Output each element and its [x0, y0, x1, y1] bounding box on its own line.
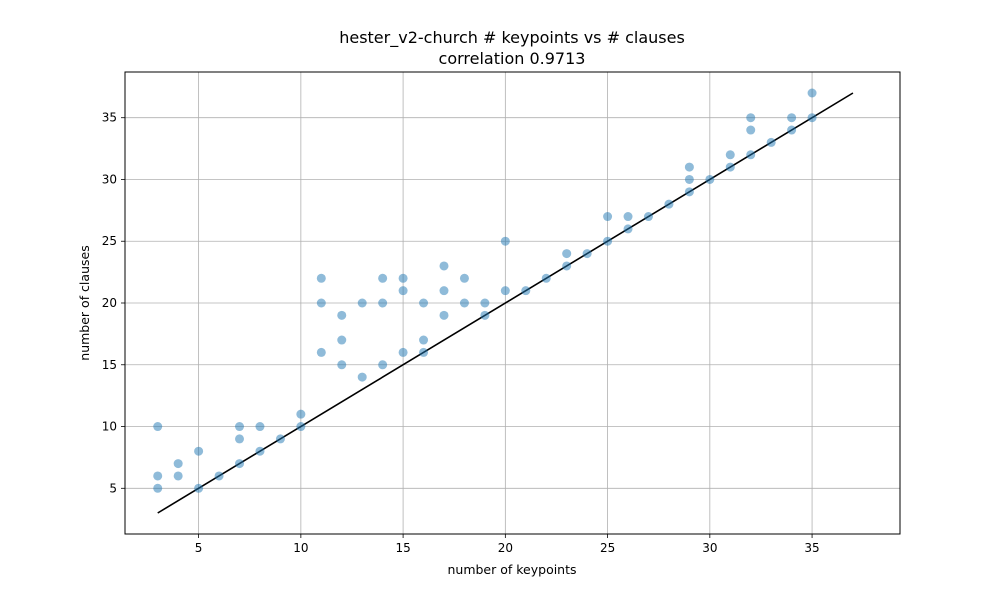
data-point: [807, 88, 817, 98]
data-point: [562, 249, 572, 259]
grid: [125, 72, 900, 534]
data-point: [419, 335, 429, 345]
data-point: [316, 347, 326, 357]
data-point: [235, 459, 245, 469]
data-point: [725, 150, 735, 160]
y-tick-label: 5: [109, 481, 117, 495]
fit-line-layer: [157, 92, 854, 514]
chart-title: hester_v2-church # keypoints vs # clause…: [339, 28, 685, 48]
data-point: [807, 113, 817, 123]
data-point: [275, 434, 285, 444]
data-point: [316, 273, 326, 283]
data-point: [337, 310, 347, 320]
axis-ticks: 5 10 15 20 25 30 35 5 10 15 20 25 30 35: [102, 111, 820, 555]
data-point: [378, 298, 388, 308]
data-point: [787, 125, 797, 135]
data-point: [439, 310, 449, 320]
x-tick-label: 10: [293, 541, 308, 555]
data-point: [725, 162, 735, 172]
y-axis-label: number of clauses: [77, 245, 92, 360]
y-tick-label: 25: [102, 234, 117, 248]
data-point: [541, 273, 551, 283]
y-tick-label: 15: [102, 358, 117, 372]
data-point: [255, 446, 265, 456]
data-point: [214, 471, 224, 481]
data-point: [398, 273, 408, 283]
data-point: [684, 174, 694, 184]
data-point: [480, 298, 490, 308]
data-point: [296, 422, 306, 432]
data-point: [684, 162, 694, 172]
data-point: [459, 298, 469, 308]
data-point: [766, 137, 776, 147]
data-point: [419, 298, 429, 308]
data-point: [746, 113, 756, 123]
fit-line: [157, 92, 854, 514]
data-point: [173, 471, 183, 481]
data-point: [153, 471, 163, 481]
data-point: [623, 224, 633, 234]
data-point: [194, 483, 204, 493]
x-tick-label: 15: [395, 541, 410, 555]
y-tick-label: 10: [102, 420, 117, 434]
data-point: [521, 286, 531, 296]
y-tick-label: 35: [102, 111, 117, 125]
data-point: [378, 360, 388, 370]
data-point: [255, 422, 265, 432]
data-point: [316, 298, 326, 308]
data-point: [603, 212, 613, 222]
data-point: [664, 199, 674, 209]
data-point: [357, 372, 367, 382]
x-tick-label: 20: [498, 541, 513, 555]
data-point: [562, 261, 572, 271]
data-point: [623, 212, 633, 222]
data-point: [337, 360, 347, 370]
data-point: [398, 286, 408, 296]
data-point: [357, 298, 367, 308]
data-point: [500, 236, 510, 246]
data-point: [684, 187, 694, 197]
data-point: [459, 273, 469, 283]
data-point: [235, 434, 245, 444]
data-point: [582, 249, 592, 259]
x-axis-label: number of keypoints: [447, 562, 576, 577]
data-point: [378, 273, 388, 283]
data-point: [235, 422, 245, 432]
x-tick-label: 5: [195, 541, 203, 555]
x-tick-label: 30: [702, 541, 717, 555]
data-point: [500, 286, 510, 296]
chart-subtitle: correlation 0.9713: [439, 49, 586, 68]
data-point: [439, 261, 449, 271]
data-point: [746, 150, 756, 160]
data-point: [603, 236, 613, 246]
data-point: [398, 347, 408, 357]
data-point: [153, 422, 163, 432]
data-point: [787, 113, 797, 123]
x-tick-label: 25: [600, 541, 615, 555]
data-point: [153, 483, 163, 493]
data-point: [705, 174, 715, 184]
data-points: [153, 88, 817, 493]
data-point: [746, 125, 756, 135]
data-point: [296, 409, 306, 419]
data-point: [643, 212, 653, 222]
x-tick-label: 35: [804, 541, 819, 555]
data-point: [419, 347, 429, 357]
data-point: [480, 310, 490, 320]
data-point: [173, 459, 183, 469]
data-point: [439, 286, 449, 296]
y-tick-label: 30: [102, 172, 117, 186]
data-point: [337, 335, 347, 345]
y-tick-label: 20: [102, 296, 117, 310]
data-point: [194, 446, 204, 456]
